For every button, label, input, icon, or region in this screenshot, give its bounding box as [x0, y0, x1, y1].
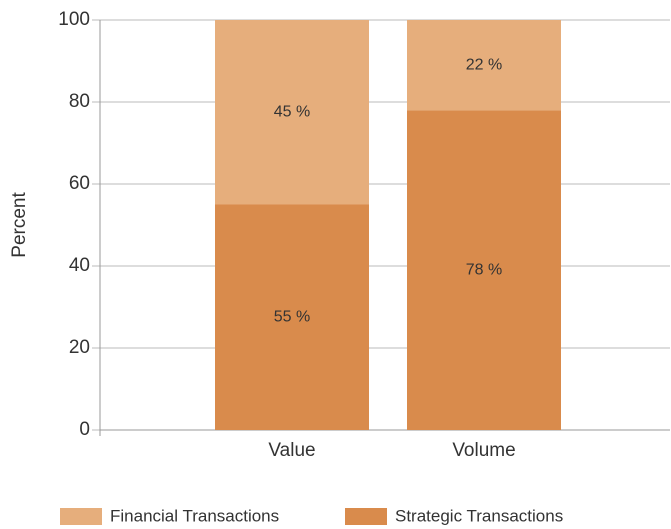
- bar-segment: [215, 20, 369, 205]
- legend-label: Strategic Transactions: [395, 506, 563, 525]
- y-tick-label: 100: [58, 9, 90, 30]
- data-label: 22 %: [466, 56, 502, 73]
- y-tick-label: 0: [79, 419, 90, 440]
- data-label: 45 %: [274, 103, 310, 120]
- y-tick-label: 80: [69, 91, 90, 112]
- bar-segment: [215, 204, 369, 430]
- x-tick-label: Volume: [452, 440, 515, 461]
- data-label: 55 %: [274, 308, 310, 325]
- bar-segment: [407, 20, 561, 111]
- y-tick-label: 20: [69, 337, 90, 358]
- y-tick-label: 60: [69, 173, 90, 194]
- legend-swatch: [60, 508, 102, 525]
- bar-segment: [407, 110, 561, 430]
- x-tick-label: Value: [268, 440, 315, 461]
- y-tick-label: 40: [69, 255, 90, 276]
- y-axis-label: Percent: [9, 192, 30, 258]
- legend-swatch: [345, 508, 387, 525]
- data-label: 78 %: [466, 261, 502, 278]
- legend-label: Financial Transactions: [110, 506, 279, 525]
